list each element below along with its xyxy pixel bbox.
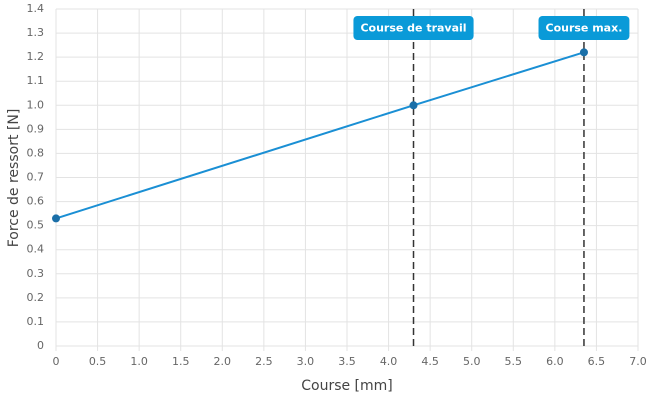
y-tick-label: 0.1 [27,315,45,328]
x-tick-label: 3.5 [338,355,356,368]
point [409,101,418,110]
x-tick-label: 4.0 [380,355,398,368]
y-tick-label: 1.3 [27,26,45,39]
label-box [353,16,474,40]
y-axis-title: Force de ressort [N] [6,109,22,248]
point [579,48,588,57]
x-tick-label: 0 [53,355,60,368]
y-tick-label: 0.7 [27,171,45,184]
y-tick-label: 0 [37,339,44,352]
x-tick-label: 2.5 [255,355,273,368]
x-tick-label: 5.5 [505,355,523,368]
x-tick-label: 2.0 [214,355,232,368]
y-tick-label: 0.4 [27,243,45,256]
x-tick-label: 6.5 [588,355,606,368]
y-tick-label: 0.6 [27,195,45,208]
y-tick-label: 1.2 [27,50,45,63]
x-tick-label: 1.0 [130,355,148,368]
y-tick-label: 0.8 [27,146,45,159]
x-axis-title: Course [mm] [301,378,393,394]
label-text: Course de travail [360,22,466,35]
line [55,51,585,220]
x-tick-label: 7.0 [629,355,647,368]
x-tick-label: 3.0 [297,355,315,368]
x-tick-label: 1.5 [172,355,190,368]
y-tick-label: 1.1 [27,74,45,87]
y-tick-label: 0.5 [27,219,45,232]
x-tick-label: 5.0 [463,355,481,368]
y-tick-label: 0.2 [27,291,45,304]
y-tick-label: 0.3 [27,267,45,280]
point [52,214,60,223]
y-tick-label: 0.9 [27,122,45,135]
label-text: Course max. [546,22,623,35]
marker-label: Course de travail [353,16,474,40]
x-tick-label: 6.0 [546,355,564,368]
x-tick-label: 4.5 [421,355,439,368]
label-box [538,16,630,40]
marker-label: Course max. [538,16,630,40]
y-tick-label: 1.0 [27,98,45,111]
x-tick-label: 0.5 [89,355,107,368]
y-tick-label: 1.4 [27,2,45,15]
